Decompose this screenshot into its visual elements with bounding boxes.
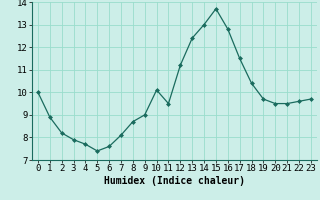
X-axis label: Humidex (Indice chaleur): Humidex (Indice chaleur) xyxy=(104,176,245,186)
